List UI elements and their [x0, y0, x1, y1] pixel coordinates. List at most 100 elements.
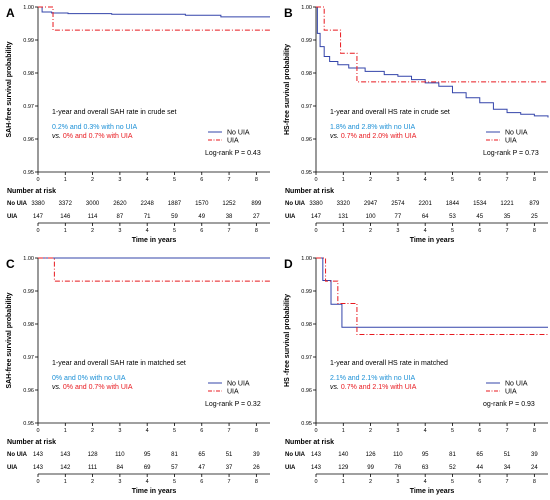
risk-row-label: No UIA [7, 452, 28, 458]
risk-row-label: UIA [285, 465, 296, 471]
rate-no-uia: 0.2% and 0.3% with no UIA [52, 124, 138, 131]
risk-value: 1221 [500, 201, 514, 207]
risk-value: 24 [531, 465, 538, 471]
y-tick-label: 0.96 [301, 137, 312, 143]
y-tick-label: 0.97 [23, 355, 34, 361]
risk-value: 39 [253, 452, 260, 458]
uia-curve [38, 257, 270, 282]
y-tick-label: 0.97 [23, 104, 34, 110]
panel-d: D HS -free survival probability 0.95 0.96 0.… [284, 256, 548, 495]
risk-value: 63 [422, 465, 429, 471]
risk-axis-tick-label: 1 [342, 479, 345, 485]
risk-value: 143 [33, 452, 44, 458]
y-tick-label: 0.99 [23, 38, 34, 44]
risk-axis-tick-label: 7 [228, 228, 231, 234]
y-tick-label: 0.98 [23, 71, 34, 77]
risk-value: 26 [253, 465, 260, 471]
risk-value: 76 [395, 465, 402, 471]
risk-value: 84 [117, 465, 124, 471]
x-tick-label: 6 [478, 177, 481, 183]
risk-value: 131 [338, 214, 349, 220]
risk-value: 3380 [31, 201, 45, 207]
risk-row-label: UIA [285, 214, 296, 220]
risk-axis-tick-label: 6 [478, 228, 481, 234]
rate-uia-text: 0.7% and 2.1% with UIA [339, 384, 417, 391]
risk-axis-tick-label: 6 [200, 228, 203, 234]
risk-row-label: No UIA [7, 201, 28, 207]
x-tick-label: 8 [533, 177, 536, 183]
legend-label: UIA [227, 389, 239, 396]
x-tick-label: 8 [533, 428, 536, 434]
risk-value: 2201 [418, 201, 432, 207]
risk-axis-tick-label: 8 [533, 479, 536, 485]
y-tick-label: 0.98 [301, 322, 312, 328]
risk-axis-tick-label: 7 [506, 228, 509, 234]
no-uia-curve [316, 6, 549, 118]
x-tick-label: 1 [342, 428, 345, 434]
risk-value: 71 [144, 214, 151, 220]
risk-row-label: No UIA [285, 201, 306, 207]
y-tick-label: 1.00 [23, 256, 34, 262]
risk-value: 3000 [86, 201, 100, 207]
risk-value: 143 [60, 452, 71, 458]
risk-title: Number at risk [7, 439, 56, 446]
risk-axis-tick-label: 3 [118, 228, 121, 234]
risk-value: 1570 [195, 201, 209, 207]
risk-axis-tick-label: 4 [146, 228, 149, 234]
risk-value: 57 [171, 465, 178, 471]
x-tick-label: 3 [118, 177, 121, 183]
x-tick-label: 4 [424, 428, 427, 434]
risk-value: 1887 [168, 201, 182, 207]
risk-value: 34 [504, 465, 511, 471]
x-tick-label: 0 [36, 428, 39, 434]
rate-uia-text: 0% and 0.7% with UIA [61, 133, 133, 140]
logrank-label: Log-rank P = 0.43 [205, 150, 261, 157]
rate-uia: vs. 0.7% and 2.1% with UIA [330, 384, 417, 391]
risk-row-label: UIA [7, 465, 18, 471]
risk-axis-tick-label: 6 [478, 479, 481, 485]
risk-value: 114 [88, 214, 98, 220]
risk-axis-tick-label: 0 [36, 479, 39, 485]
uia-curve [38, 6, 270, 31]
x-axis-label: Time in years [132, 488, 177, 495]
uia-curve [316, 257, 548, 336]
risk-axis-tick-label: 3 [396, 479, 399, 485]
x-axis-label: Time in years [410, 488, 455, 495]
set-title: 1-year and overall SAH rate in matched s… [52, 360, 186, 367]
risk-axis-tick-label: 6 [200, 479, 203, 485]
x-tick-label: 1 [64, 177, 67, 183]
y-tick-label: 0.98 [23, 322, 34, 328]
y-tick-label: 0.95 [23, 170, 34, 176]
rate-uia: vs. 0.7% and 2.0% with UIA [330, 133, 417, 140]
risk-value: 51 [504, 452, 511, 458]
y-tick-label: 0.99 [301, 289, 312, 295]
risk-value: 2620 [113, 201, 127, 207]
x-tick-label: 0 [36, 177, 39, 183]
risk-value: 99 [367, 465, 374, 471]
y-axis-label: SAH-free survival probability [6, 292, 13, 388]
rate-prefix: vs. [52, 384, 61, 391]
risk-axis-tick-label: 1 [342, 228, 345, 234]
x-tick-label: 4 [146, 428, 149, 434]
x-tick-label: 6 [200, 177, 203, 183]
risk-axis-tick-label: 4 [424, 479, 427, 485]
rate-prefix: vs. [330, 384, 339, 391]
y-tick-label: 0.95 [23, 421, 34, 427]
panel-letter: A [6, 6, 15, 20]
risk-axis-tick-label: 4 [146, 479, 149, 485]
risk-value: 95 [144, 452, 151, 458]
risk-value: 126 [366, 452, 377, 458]
rate-uia-text: 0.7% and 2.0% with UIA [339, 133, 417, 140]
set-title: 1-year and overall HS rate in crude set [330, 109, 450, 116]
y-axis-label: HS -free survival probability [284, 294, 291, 387]
y-tick-label: 0.96 [23, 137, 34, 143]
risk-axis-tick-label: 0 [314, 479, 317, 485]
risk-value: 110 [115, 452, 125, 458]
risk-axis-tick-label: 7 [506, 479, 509, 485]
risk-value: 2574 [391, 201, 405, 207]
x-tick-label: 5 [173, 177, 176, 183]
risk-value: 2947 [364, 201, 378, 207]
risk-axis-tick-label: 5 [451, 228, 454, 234]
panel-letter: C [6, 257, 15, 271]
